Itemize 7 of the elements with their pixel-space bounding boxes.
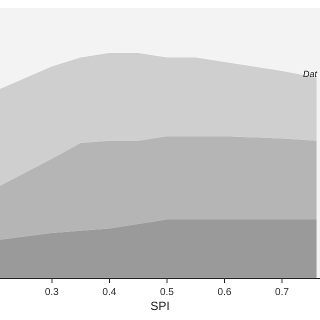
x-tick-label: 0.5 [160, 287, 174, 298]
x-tick-label: 0.6 [218, 287, 232, 298]
x-tick-label: 0.7 [275, 287, 290, 298]
x-tick-label: 0.4 [102, 287, 117, 298]
x-axis-title: SPI [150, 298, 170, 313]
x-tick-label: 0.3 [44, 287, 60, 298]
annotation: Dat [303, 69, 318, 79]
